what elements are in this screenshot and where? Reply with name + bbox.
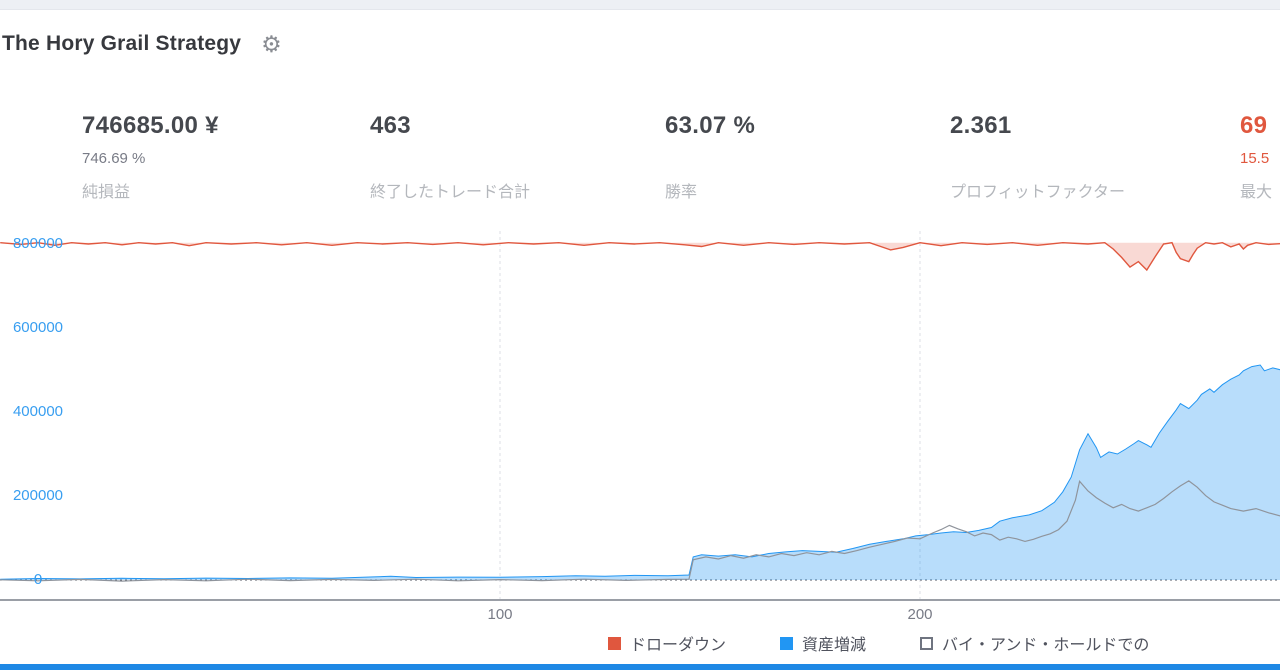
legend-item[interactable]: バイ・アンド・ホールドでの (920, 631, 1149, 655)
stat-value: 63.07 % (665, 112, 756, 139)
legend-swatch-icon (608, 636, 621, 650)
legend-label: ドローダウン (630, 637, 727, 654)
stat-sub-value (665, 150, 755, 174)
stat-label: プロフィットファクター (950, 184, 1126, 201)
stat-sub-value: 746.69 % (82, 150, 146, 167)
stat-sub-value (370, 150, 530, 174)
stat-label: 勝率 (665, 184, 698, 201)
stat-net-profit: 746685.00 ¥ 746.69 % 純損益 (82, 112, 219, 202)
stat-label: 最大 (1240, 184, 1273, 201)
strategy-chart-svg[interactable] (0, 225, 1280, 605)
stat-sub-value (950, 150, 1125, 174)
legend-label: 資産増減 (802, 637, 867, 654)
stat-value: 2.361 (950, 112, 1012, 139)
legend-swatch-icon (780, 636, 794, 650)
stat-sub-value: 15.5 (1240, 150, 1270, 167)
y-axis-label: 0 (33, 571, 43, 588)
bottom-accent-bar (0, 664, 1280, 670)
stats-row: 746685.00 ¥ 746.69 % 純損益 463 終了したトレード合計 … (0, 112, 1280, 217)
stat-max-drawdown: 69 15.5 最大 (1240, 112, 1272, 202)
stat-value: 746685.00 ¥ (82, 112, 219, 139)
y-axis-label: 400000 (12, 403, 64, 420)
legend-item[interactable]: ドローダウン (608, 631, 726, 655)
y-axis-label: 800000 (12, 235, 64, 252)
stat-total-trades: 463 終了したトレード合計 (370, 112, 530, 202)
stat-value: 463 (370, 112, 411, 139)
legend-item[interactable]: 資産増減 (780, 631, 866, 655)
top-strip (0, 0, 1280, 10)
strategy-chart[interactable] (0, 225, 1280, 605)
strategy-header: The Hory Grail Strategy ⚙ (2, 32, 282, 56)
legend-label: バイ・アンド・ホールドでの (942, 637, 1150, 654)
stat-percent-profitable: 63.07 % 勝率 (665, 112, 755, 202)
y-axis-label: 600000 (12, 319, 64, 336)
stat-label: 終了したトレード合計 (370, 184, 531, 201)
page-title: The Hory Grail Strategy (2, 32, 242, 55)
x-axis-label: 100 (487, 606, 513, 623)
x-axis-label: 200 (907, 606, 933, 623)
stat-profit-factor: 2.361 プロフィットファクター (950, 112, 1125, 202)
chart-legend: ドローダウン 資産増減 バイ・アンド・ホールドでの (608, 631, 1203, 655)
settings-gear-icon[interactable]: ⚙ (261, 30, 282, 57)
stat-value: 69 (1240, 112, 1268, 139)
stat-label: 純損益 (82, 184, 131, 201)
legend-swatch-icon (920, 636, 934, 650)
y-axis-label: 200000 (12, 487, 64, 504)
